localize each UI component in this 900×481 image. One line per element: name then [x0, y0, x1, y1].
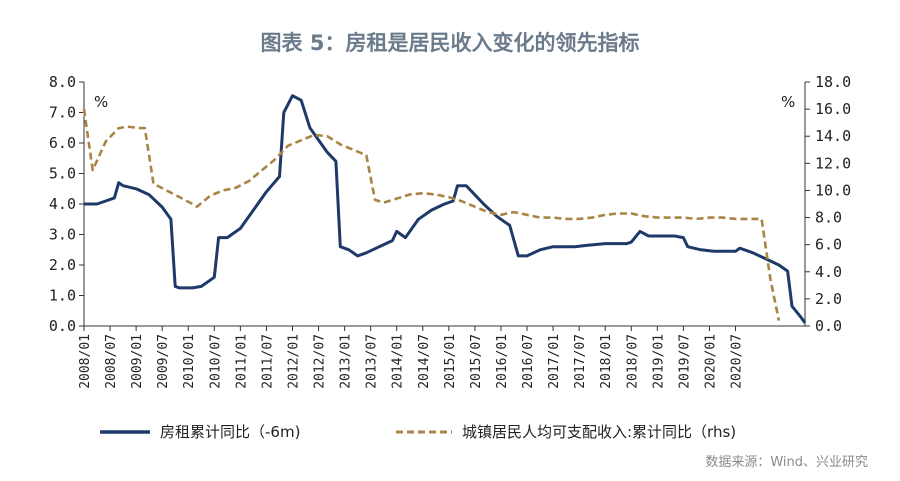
source-note: 数据来源：Wind、兴业研究 [705, 455, 868, 470]
series-line-income [82, 108, 781, 321]
x-tick-label: 2008/01 [78, 334, 93, 389]
x-tick-label: 2008/07 [104, 334, 119, 389]
x-tick-label: 2018/07 [625, 334, 640, 389]
legend-label-income: 城镇居民人均可支配收入:累计同比（rhs) [462, 423, 736, 441]
right-tick-label: 12.0 [815, 154, 851, 172]
x-tick-label: 2019/07 [677, 334, 692, 389]
x-tick-label: 2019/01 [651, 334, 666, 389]
x-tick-label: 2012/07 [313, 334, 328, 389]
x-tick-label: 2009/07 [156, 334, 171, 389]
right-tick-label: 6.0 [815, 236, 842, 254]
x-tick-label: 2013/07 [365, 334, 380, 389]
right-tick-label: 18.0 [815, 73, 851, 91]
x-tick-label: 2014/01 [391, 334, 406, 389]
right-tick-label: 0.0 [815, 317, 842, 335]
x-tick-label: 2017/07 [573, 334, 588, 389]
left-tick-label: 4.0 [49, 195, 76, 213]
right-tick-label: 2.0 [815, 290, 842, 308]
x-tick-label: 2018/01 [599, 334, 614, 389]
left-axis-unit: % [94, 93, 108, 111]
left-tick-label: 6.0 [49, 134, 76, 152]
x-tick-label: 2011/01 [234, 334, 249, 389]
left-tick-label: 0.0 [49, 317, 76, 335]
right-tick-label: 8.0 [815, 209, 842, 227]
chart-title: 图表 5：房租是居民收入变化的领先指标 [261, 31, 640, 55]
x-tick-label: 2011/07 [260, 334, 275, 389]
left-tick-label: 7.0 [49, 104, 76, 122]
left-tick-label: 2.0 [49, 256, 76, 274]
x-tick-label: 2009/01 [130, 334, 145, 389]
x-tick-label: 2010/01 [182, 334, 197, 389]
left-tick-label: 5.0 [49, 165, 76, 183]
left-y-axis-ticks: 0.0 1.0 2.0 3.0 4.0 5.0 6.0 7.0 8.0 [49, 73, 84, 335]
right-tick-label: 4.0 [815, 263, 842, 281]
x-tick-label: 2012/01 [286, 334, 301, 389]
legend: 房租累计同比（-6m) 城镇居民人均可支配收入:累计同比（rhs) [100, 423, 736, 441]
x-tick-label: 2010/07 [208, 334, 223, 389]
right-tick-label: 10.0 [815, 181, 851, 199]
x-axis-ticks: 2008/01 2008/07 2009/01 2009/07 2010/01 2010/… [78, 326, 745, 389]
x-tick-label: 2015/07 [469, 334, 484, 389]
x-tick-label: 2020/01 [703, 334, 718, 389]
series-layer [82, 94, 807, 324]
right-y-axis-ticks: 0.0 2.0 4.0 6.0 8.0 10.0 12.0 14.0 16.0 18.0 [805, 73, 851, 335]
x-tick-label: 2014/07 [417, 334, 432, 389]
right-tick-label: 16.0 [815, 100, 851, 118]
x-tick-label: 2016/07 [521, 334, 536, 389]
left-tick-label: 8.0 [49, 73, 76, 91]
left-tick-label: 3.0 [49, 226, 76, 244]
x-tick-label: 2013/01 [339, 334, 354, 389]
x-tick-label: 2017/01 [547, 334, 562, 389]
x-tick-label: 2020/07 [730, 334, 745, 389]
series-line-rent [84, 94, 807, 324]
x-tick-label: 2016/01 [495, 334, 510, 389]
legend-label-rent: 房租累计同比（-6m) [160, 423, 300, 441]
right-axis-unit: % [781, 93, 795, 111]
right-tick-label: 14.0 [815, 127, 851, 145]
x-tick-label: 2015/01 [443, 334, 458, 389]
left-tick-label: 1.0 [49, 287, 76, 305]
